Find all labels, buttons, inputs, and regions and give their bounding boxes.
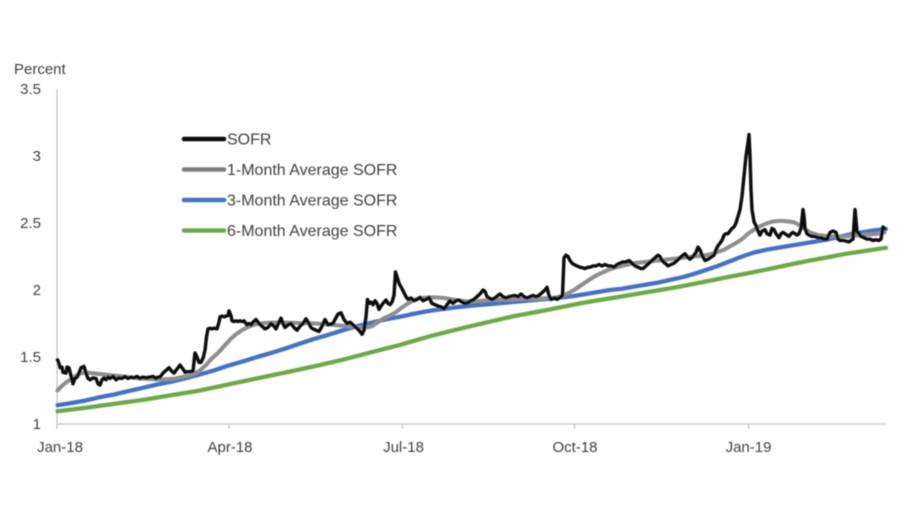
svg-text:2.5: 2.5 xyxy=(20,215,41,232)
svg-text:2: 2 xyxy=(33,282,41,299)
svg-text:SOFR: SOFR xyxy=(227,132,271,149)
svg-text:3-Month Average SOFR: 3-Month Average SOFR xyxy=(227,193,397,210)
svg-text:Apr-18: Apr-18 xyxy=(207,439,252,456)
svg-text:Oct-18: Oct-18 xyxy=(552,439,597,456)
svg-text:Jan-18: Jan-18 xyxy=(37,439,83,456)
svg-text:1.5: 1.5 xyxy=(20,349,41,366)
svg-text:Jan-19: Jan-19 xyxy=(726,439,772,456)
svg-text:3: 3 xyxy=(33,148,41,165)
svg-text:6-Month Average SOFR: 6-Month Average SOFR xyxy=(227,223,397,240)
svg-text:3.5: 3.5 xyxy=(20,81,41,98)
svg-text:1: 1 xyxy=(33,416,41,433)
svg-text:Percent: Percent xyxy=(14,61,67,78)
svg-text:Jul-18: Jul-18 xyxy=(383,439,424,456)
svg-text:1-Month Average SOFR: 1-Month Average SOFR xyxy=(227,162,397,179)
